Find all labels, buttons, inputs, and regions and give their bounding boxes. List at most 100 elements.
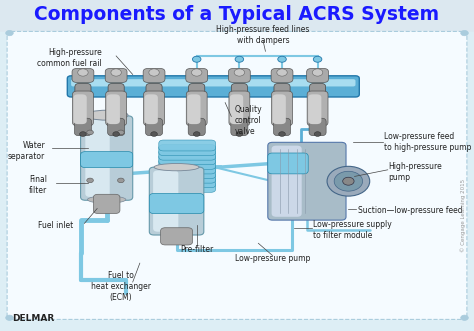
FancyBboxPatch shape <box>231 118 248 136</box>
Text: Quality
control
valve: Quality control valve <box>235 105 262 136</box>
Circle shape <box>327 166 370 196</box>
FancyBboxPatch shape <box>75 83 91 99</box>
Ellipse shape <box>85 110 128 120</box>
FancyBboxPatch shape <box>268 153 308 174</box>
Text: Components of a Typical ACRS System: Components of a Typical ACRS System <box>35 5 439 24</box>
Circle shape <box>192 56 201 62</box>
Text: Suction—low-pressure feed: Suction—low-pressure feed <box>358 206 463 215</box>
FancyBboxPatch shape <box>186 91 207 126</box>
Circle shape <box>78 69 88 76</box>
FancyBboxPatch shape <box>159 172 216 183</box>
Circle shape <box>461 315 468 320</box>
FancyBboxPatch shape <box>108 118 125 136</box>
FancyBboxPatch shape <box>149 167 204 235</box>
FancyBboxPatch shape <box>0 0 474 32</box>
Circle shape <box>6 30 13 36</box>
FancyBboxPatch shape <box>159 149 216 160</box>
FancyBboxPatch shape <box>105 69 127 82</box>
FancyBboxPatch shape <box>307 91 328 126</box>
FancyBboxPatch shape <box>187 94 201 124</box>
Circle shape <box>149 69 159 76</box>
Circle shape <box>279 132 285 136</box>
Circle shape <box>151 132 157 136</box>
FancyBboxPatch shape <box>107 94 120 124</box>
FancyBboxPatch shape <box>159 181 216 192</box>
FancyBboxPatch shape <box>228 69 250 82</box>
FancyBboxPatch shape <box>188 118 205 136</box>
Circle shape <box>113 132 119 136</box>
FancyBboxPatch shape <box>272 146 301 217</box>
FancyBboxPatch shape <box>308 94 321 124</box>
FancyBboxPatch shape <box>81 116 133 200</box>
FancyBboxPatch shape <box>186 69 208 82</box>
FancyBboxPatch shape <box>159 145 216 156</box>
Circle shape <box>334 171 363 191</box>
Text: DELMAR: DELMAR <box>12 314 54 323</box>
Circle shape <box>87 130 93 135</box>
FancyBboxPatch shape <box>93 194 120 213</box>
FancyBboxPatch shape <box>230 94 243 124</box>
Text: Water
separator: Water separator <box>8 141 45 161</box>
Text: Low-pressure supply
to filter module: Low-pressure supply to filter module <box>313 220 392 240</box>
FancyBboxPatch shape <box>271 69 293 82</box>
FancyBboxPatch shape <box>144 91 164 126</box>
Circle shape <box>191 69 202 76</box>
Circle shape <box>6 315 13 320</box>
FancyBboxPatch shape <box>149 194 204 213</box>
Circle shape <box>277 69 287 76</box>
FancyBboxPatch shape <box>273 94 286 124</box>
FancyBboxPatch shape <box>106 91 127 126</box>
Text: Pre-filter: Pre-filter <box>180 245 213 255</box>
Ellipse shape <box>87 196 126 203</box>
Text: Fuel to
heat exchanger
(ECM): Fuel to heat exchanger (ECM) <box>91 271 151 302</box>
FancyBboxPatch shape <box>231 83 247 99</box>
FancyBboxPatch shape <box>73 91 93 126</box>
Circle shape <box>234 69 245 76</box>
Text: High-pressure
common fuel rail: High-pressure common fuel rail <box>37 48 102 68</box>
Text: © Cengage Learning 2015: © Cengage Learning 2015 <box>461 179 466 252</box>
Circle shape <box>314 132 321 136</box>
Circle shape <box>313 56 322 62</box>
FancyBboxPatch shape <box>85 119 109 197</box>
FancyBboxPatch shape <box>268 142 346 220</box>
FancyBboxPatch shape <box>67 76 359 97</box>
Ellipse shape <box>154 164 199 171</box>
FancyBboxPatch shape <box>108 83 124 99</box>
FancyBboxPatch shape <box>7 31 467 319</box>
Text: Final
filter: Final filter <box>29 175 47 195</box>
Circle shape <box>87 178 93 183</box>
Circle shape <box>80 132 86 136</box>
FancyBboxPatch shape <box>159 140 216 151</box>
Circle shape <box>236 132 243 136</box>
Circle shape <box>193 132 200 136</box>
FancyBboxPatch shape <box>73 94 87 124</box>
FancyBboxPatch shape <box>145 94 158 124</box>
Text: High-pressure
pump: High-pressure pump <box>389 162 442 182</box>
FancyBboxPatch shape <box>153 170 178 232</box>
FancyBboxPatch shape <box>161 228 192 245</box>
FancyBboxPatch shape <box>81 152 133 167</box>
Circle shape <box>235 56 244 62</box>
FancyBboxPatch shape <box>307 69 328 82</box>
FancyBboxPatch shape <box>159 154 216 165</box>
FancyBboxPatch shape <box>229 91 250 126</box>
Circle shape <box>111 69 121 76</box>
Text: Low-pressure pump: Low-pressure pump <box>235 254 310 263</box>
FancyBboxPatch shape <box>159 167 216 178</box>
FancyBboxPatch shape <box>159 177 216 188</box>
FancyBboxPatch shape <box>146 83 162 99</box>
FancyBboxPatch shape <box>274 83 290 99</box>
Circle shape <box>343 177 354 185</box>
FancyBboxPatch shape <box>310 83 326 99</box>
Text: High-pressure feed lines
with dampers: High-pressure feed lines with dampers <box>217 25 310 45</box>
FancyBboxPatch shape <box>143 69 165 82</box>
Text: Low-pressure feed
to high-pressure pump: Low-pressure feed to high-pressure pump <box>384 132 471 152</box>
FancyBboxPatch shape <box>309 118 326 136</box>
FancyBboxPatch shape <box>71 79 356 86</box>
FancyBboxPatch shape <box>272 91 292 126</box>
Circle shape <box>118 130 124 135</box>
Circle shape <box>312 69 323 76</box>
FancyBboxPatch shape <box>146 118 163 136</box>
Text: Fuel inlet: Fuel inlet <box>38 220 73 230</box>
FancyBboxPatch shape <box>74 118 91 136</box>
